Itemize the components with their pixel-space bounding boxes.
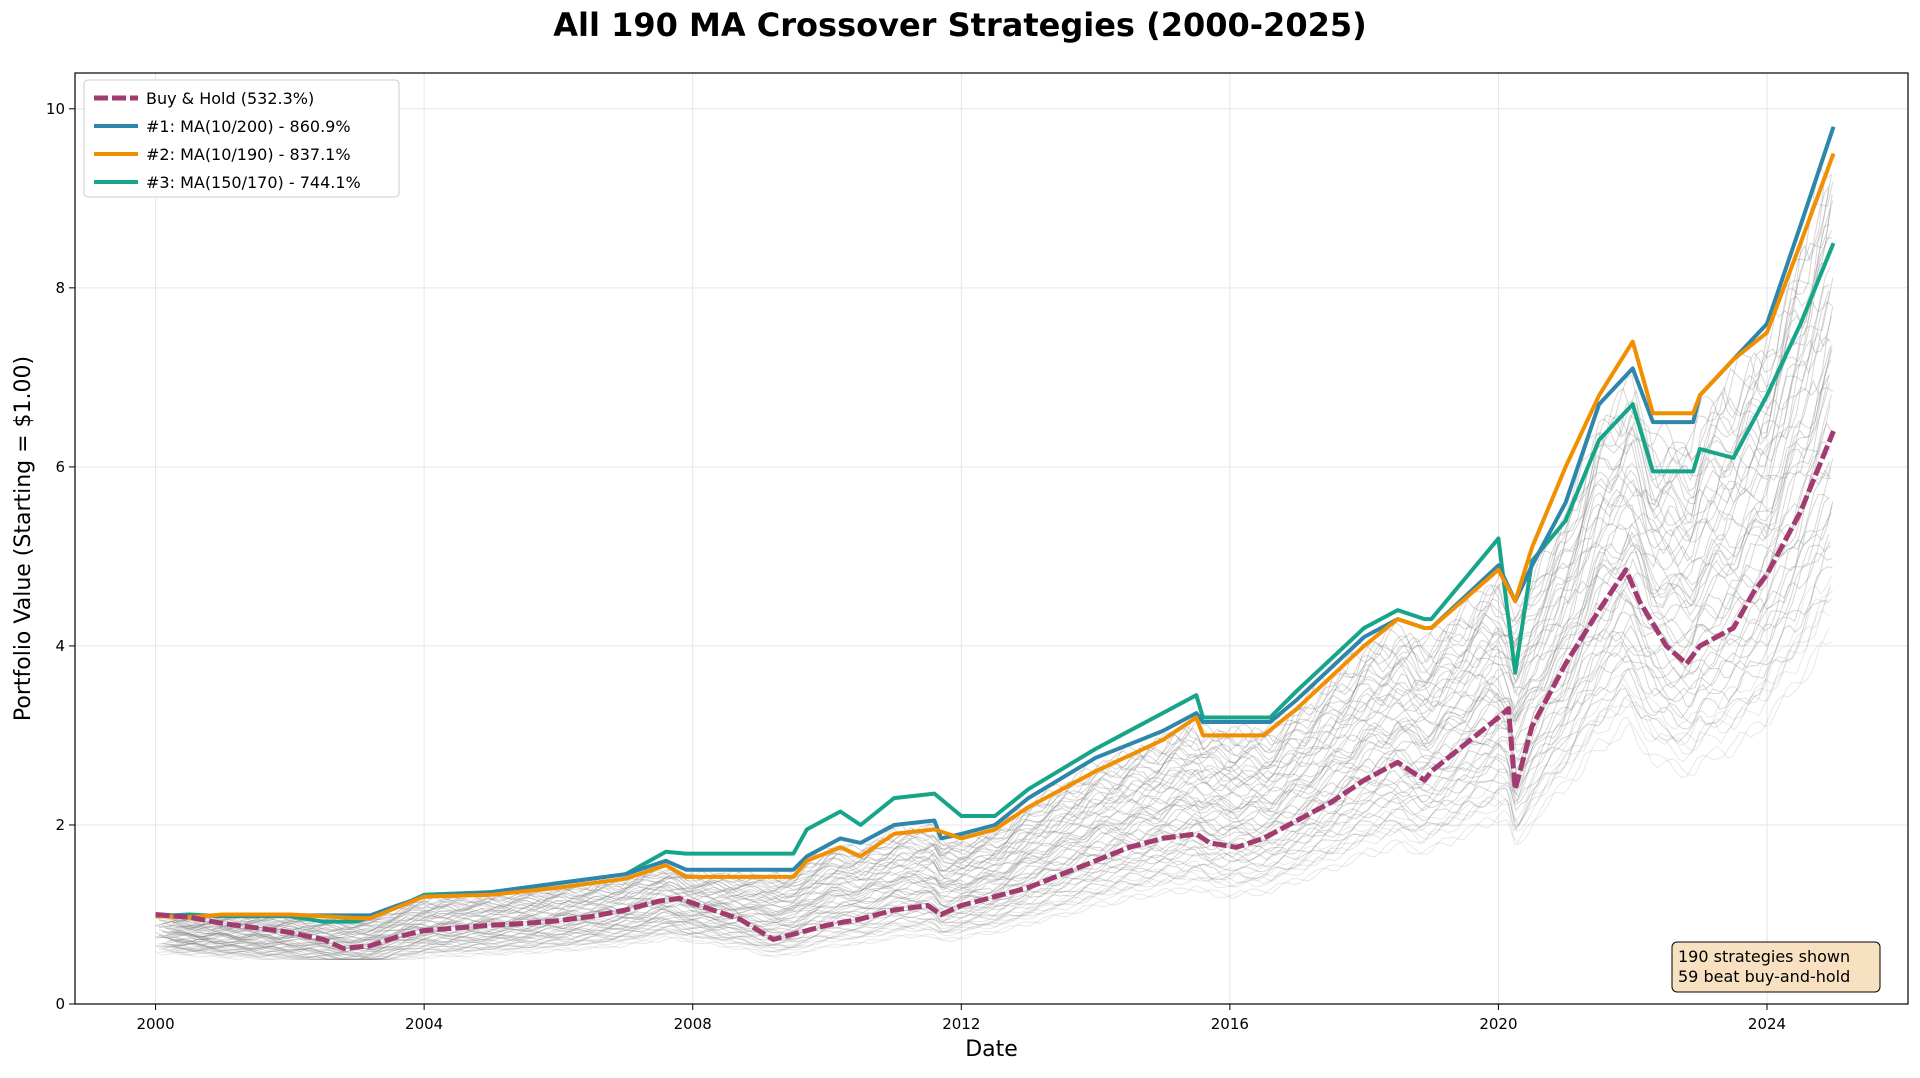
background-strategy-line	[155, 641, 1832, 960]
background-strategy-line	[155, 345, 1832, 942]
background-strategy-line	[158, 496, 1830, 957]
background-strategy-line	[158, 284, 1830, 935]
background-strategy-line	[172, 301, 1833, 936]
background-strategy-line	[175, 184, 1831, 926]
background-strategy-line	[168, 187, 1830, 927]
x-axis-label: Date	[965, 1037, 1018, 1062]
background-strategy-line	[155, 230, 1832, 931]
y-tick-label: 0	[55, 995, 65, 1013]
background-strategy-line	[155, 174, 1832, 924]
background-strategy-line	[158, 166, 1830, 924]
x-tick-label: 2016	[1211, 1015, 1249, 1033]
background-strategy-line	[168, 375, 1830, 944]
background-strategy-line	[175, 404, 1831, 946]
background-strategy-line	[158, 224, 1830, 929]
background-strategy-line	[155, 394, 1832, 947]
background-strategy-line	[165, 336, 1832, 939]
y-tick-label: 2	[55, 816, 65, 834]
background-strategy-line	[165, 467, 1832, 954]
background-strategy-line	[162, 501, 1834, 956]
background-strategy-line	[175, 292, 1831, 936]
background-strategy-line	[158, 461, 1830, 949]
background-strategy-line	[172, 597, 1833, 960]
x-tick-label: 2008	[674, 1015, 712, 1033]
legend-label: #1: MA(10/200) - 860.9%	[146, 117, 351, 136]
background-strategy-line	[168, 332, 1830, 937]
background-strategy-line	[158, 599, 1830, 960]
background-strategy-line	[172, 552, 1833, 960]
background-strategy-line	[155, 512, 1832, 958]
background-strategy-line	[168, 493, 1830, 953]
annotation-line: 190 strategies shown	[1678, 947, 1850, 966]
background-strategy-line	[172, 421, 1833, 949]
background-strategy-line	[155, 315, 1832, 936]
background-strategy-line	[162, 387, 1834, 944]
background-strategy-line	[175, 586, 1831, 960]
x-tick-label: 2020	[1479, 1015, 1517, 1033]
chart-title: All 190 MA Crossover Strategies (2000-20…	[553, 6, 1367, 44]
legend-label: #3: MA(150/170) - 744.1%	[146, 173, 361, 192]
background-strategy-line	[162, 566, 1833, 960]
background-strategy-line	[165, 265, 1832, 934]
y-tick-label: 10	[46, 100, 65, 118]
background-strategy-line	[175, 540, 1831, 957]
background-strategy-line	[175, 257, 1831, 931]
x-tick-label: 2024	[1748, 1015, 1786, 1033]
background-strategy-line	[165, 163, 1832, 922]
y-axis-label: Portfolio Value (Starting = $1.00)	[11, 356, 36, 721]
y-tick-label: 6	[55, 458, 65, 476]
background-strategy-line	[172, 193, 1833, 925]
background-strategy-line	[165, 544, 1832, 960]
background-strategy-line	[162, 200, 1834, 929]
plot-frame	[74, 72, 1909, 1005]
legend-label: Buy & Hold (532.3%)	[146, 89, 314, 108]
background-strategy-line	[162, 590, 1834, 960]
background-strategy-line	[165, 359, 1832, 944]
legend: Buy & Hold (532.3%) #1: MA(10/200) - 860.…	[83, 79, 400, 198]
background-strategies-group	[155, 163, 1834, 960]
legend-label: #2: MA(10/190) - 837.1%	[146, 145, 351, 164]
background-strategy-line	[162, 458, 1834, 950]
background-strategy-line	[168, 533, 1830, 958]
background-strategy-line	[172, 348, 1833, 943]
rank2-line	[155, 152, 1836, 921]
background-strategy-line	[165, 582, 1832, 960]
background-strategy-line	[168, 289, 1830, 932]
background-strategy-line	[168, 452, 1830, 948]
background-strategy-line	[165, 207, 1832, 927]
legend-box	[83, 79, 400, 198]
x-tick-label: 2000	[136, 1015, 174, 1033]
background-strategy-line	[172, 237, 1833, 931]
background-strategy-line	[162, 306, 1834, 939]
background-strategy-line	[158, 627, 1830, 960]
background-strategy-line	[155, 575, 1832, 960]
annotation-line: 59 beat buy-and-hold	[1678, 967, 1850, 986]
x-tick-label: 2012	[942, 1015, 980, 1033]
y-tick-label: 4	[55, 637, 65, 655]
x-tick-label: 2004	[405, 1015, 443, 1033]
y-tick-label: 8	[55, 279, 65, 297]
background-strategy-line	[158, 374, 1830, 941]
annotation-box	[1671, 941, 1881, 993]
background-strategy-line	[168, 610, 1830, 960]
buy-hold-line	[155, 430, 1836, 951]
background-strategy-line	[175, 346, 1831, 943]
background-strategy-line	[162, 277, 1834, 934]
